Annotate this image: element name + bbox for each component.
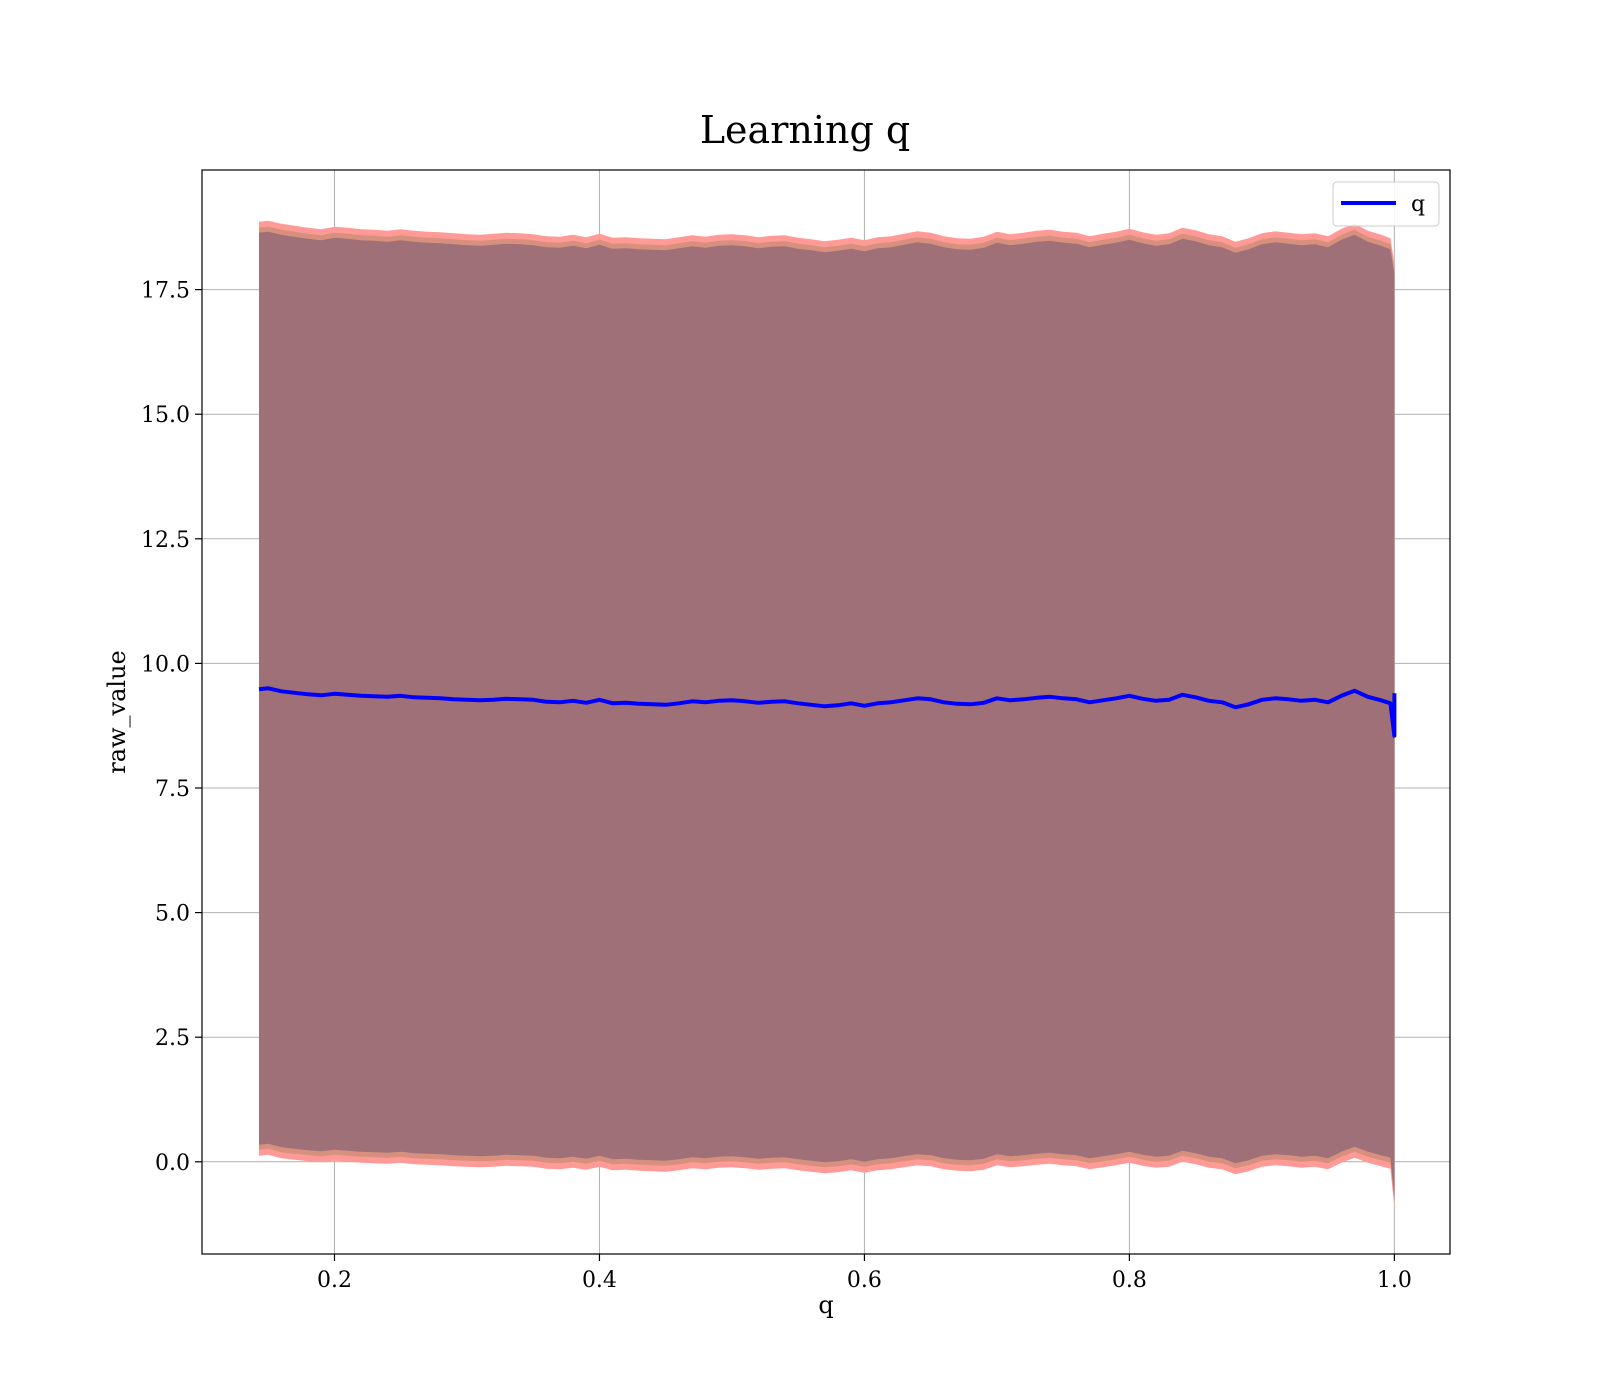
y-tick-label: 17.5 <box>141 279 190 304</box>
x-tick-label: 0.2 <box>317 1268 352 1293</box>
y-axis: 0.0 2.5 5.0 7.5 10.0 12.5 15.0 17.5 <box>141 279 202 1176</box>
band-layer <box>259 220 1395 1209</box>
x-tick-label: 1.0 <box>1377 1268 1412 1293</box>
legend: q <box>1332 181 1440 227</box>
legend-label-q: q <box>1411 192 1425 217</box>
plot-frame <box>201 169 1451 1255</box>
y-axis-label: raw_value <box>103 650 131 774</box>
y-tick-label: 2.5 <box>155 1026 190 1051</box>
y-tick-label: 5.0 <box>155 902 190 927</box>
x-axis-label: q <box>818 1291 833 1319</box>
y-tick-label: 0.0 <box>155 1151 190 1176</box>
series-line-q <box>258 686 1397 738</box>
y-tick-label: 12.5 <box>141 528 190 553</box>
x-axis: 0.2 0.4 0.6 0.8 1.0 <box>317 1254 1412 1293</box>
line-layer <box>258 686 1397 738</box>
y-tick-label: 7.5 <box>155 777 190 802</box>
x-tick-label: 0.4 <box>582 1268 617 1293</box>
y-tick-label: 15.0 <box>141 403 190 428</box>
confidence-band <box>259 231 1395 1198</box>
x-tick-label: 0.8 <box>1112 1268 1147 1293</box>
y-tick-label: 10.0 <box>141 652 190 677</box>
x-tick-label: 0.6 <box>847 1268 882 1293</box>
chart-title: Learning q <box>700 108 910 152</box>
